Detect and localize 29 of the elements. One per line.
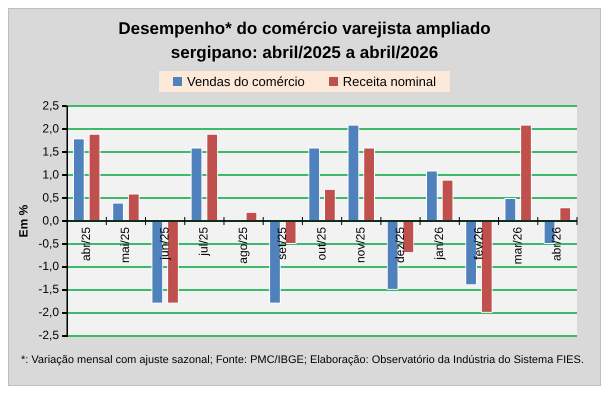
- y-tick-label: -0,5: [38, 236, 60, 250]
- x-tick-label: nov/25: [354, 226, 368, 264]
- x-tick-label: jun/25: [157, 226, 172, 261]
- y-tick-label: 0,5: [42, 190, 60, 204]
- x-tick-label: dez/25: [392, 226, 407, 264]
- y-tick-label: -2,5: [38, 328, 60, 342]
- x-tick-label: fev/26: [471, 226, 486, 260]
- y-tick-label: -1,5: [38, 282, 60, 296]
- x-tick-label: jul/25: [196, 226, 211, 257]
- x-tick-label: set/25: [275, 226, 290, 260]
- y-tick-label: 0,0: [42, 213, 60, 228]
- x-tick-label: abr/25: [79, 226, 94, 262]
- x-tick-label: out/25: [314, 226, 328, 260]
- y-tick-label: -1,0: [38, 259, 60, 274]
- text: *: Variação mensal com ajuste sazonal; Fonte: PMC/IBGE; Elaboração: Observatório da Indústria do Sistema FIES.: [21, 354, 585, 366]
- x-tick-label: mai/25: [118, 226, 132, 264]
- x-tick-label: abr/26: [550, 226, 564, 262]
- legend-label: Vendas do comércio: [186, 74, 305, 89]
- y-tick-label: 2,0: [42, 121, 60, 136]
- legend-label: Receita nominal: [342, 74, 436, 89]
- y-tick-label: 1,0: [42, 167, 60, 182]
- x-tick-label: mar/26: [510, 226, 524, 264]
- y-tick-label: 1,5: [42, 144, 60, 158]
- x-tick-label: ago/25: [236, 226, 250, 264]
- y-tick-label: -2,0: [38, 305, 60, 320]
- y-axis-title: Em %: [16, 204, 31, 238]
- chart-title: Desempenho* do comércio varejista ampliado sergipano: abril/2025 a abril/2026: [117, 18, 492, 64]
- x-tick-label: jan/26: [432, 226, 446, 261]
- y-tick-label: 2,5: [42, 98, 60, 113]
